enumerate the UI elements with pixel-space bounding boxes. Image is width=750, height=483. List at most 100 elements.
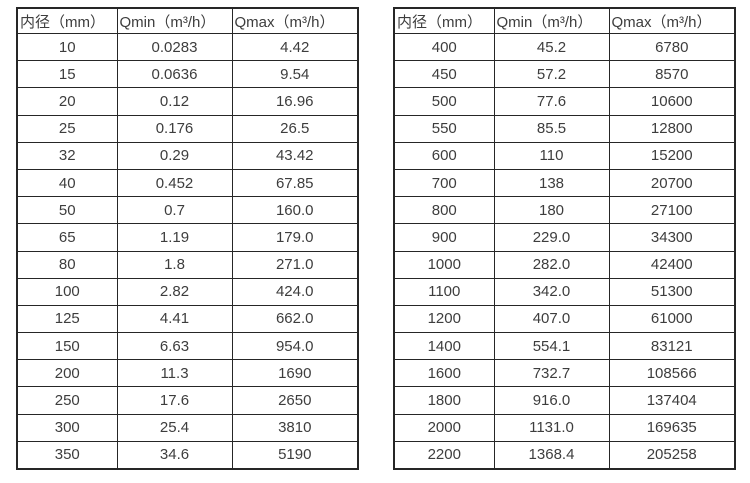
cell-qmax: 83121 [608,332,736,361]
cell-qmin: 282.0 [493,250,610,279]
table-row: 80 1.8 271.0 [16,250,359,279]
cell-qmin: 2.82 [116,277,233,306]
cell-diameter: 1100 [393,277,495,306]
table-row: 50 0.7 160.0 [16,196,359,225]
table-row: 32 0.29 43.42 [16,141,359,170]
table-row: 1100 342.0 51300 [393,277,736,306]
cell-diameter: 550 [393,114,495,143]
cell-qmax: 20700 [608,168,736,198]
cell-diameter: 300 [16,413,118,442]
cell-qmin: 1131.0 [493,413,610,442]
cell-qmin: 554.1 [493,332,610,361]
cell-qmin: 138 [493,168,610,198]
cell-qmin: 732.7 [493,359,610,388]
cell-qmax: 179.0 [231,223,359,252]
cell-diameter: 900 [393,223,495,252]
cell-qmax: 27100 [608,196,736,225]
table-row: 1800 916.0 137404 [393,386,736,415]
cell-qmin: 77.6 [493,87,610,116]
cell-qmax: 108566 [608,359,736,388]
cell-qmin: 11.3 [116,359,233,388]
cell-qmin: 57.2 [493,60,610,89]
table-row: 65 1.19 179.0 [16,223,359,252]
table-row: 550 85.5 12800 [393,114,736,143]
cell-diameter: 250 [16,386,118,415]
table-row: 2200 1368.4 205258 [393,440,736,470]
cell-qmax: 5190 [231,440,359,470]
cell-qmax: 10600 [608,87,736,116]
cell-qmax: 51300 [608,277,736,306]
cell-diameter: 100 [16,277,118,306]
cell-qmax: 1690 [231,359,359,388]
cell-diameter: 125 [16,304,118,334]
cell-qmin: 6.63 [116,332,233,361]
table-row: 2000 1131.0 169635 [393,413,736,442]
column-header-qmin: Qmin（m³/h） [493,7,610,34]
cell-diameter: 80 [16,250,118,279]
table-body-right: 400 45.2 6780 450 57.2 8570 500 77.6 10600 550 85.… [393,32,736,470]
cell-qmin: 0.29 [116,141,233,170]
cell-qmax: 3810 [231,413,359,442]
cell-diameter: 1200 [393,304,495,334]
table-row: 400 45.2 6780 [393,32,736,62]
cell-qmax: 2650 [231,386,359,415]
table-row: 500 77.6 10600 [393,87,736,116]
cell-qmin: 25.4 [116,413,233,442]
cell-qmin: 0.12 [116,87,233,116]
cell-qmin: 110 [493,141,610,170]
cell-qmin: 1.19 [116,223,233,252]
table-row: 900 229.0 34300 [393,223,736,252]
cell-diameter: 1600 [393,359,495,388]
cell-qmax: 12800 [608,114,736,143]
cell-qmax: 26.5 [231,114,359,143]
cell-qmax: 4.42 [231,32,359,62]
cell-qmin: 17.6 [116,386,233,415]
cell-diameter: 2200 [393,440,495,470]
cell-qmin: 1.8 [116,250,233,279]
cell-diameter: 1800 [393,386,495,415]
table-row: 800 180 27100 [393,196,736,225]
cell-diameter: 50 [16,196,118,225]
cell-diameter: 15 [16,60,118,89]
cell-qmin: 0.0636 [116,60,233,89]
cell-qmax: 8570 [608,60,736,89]
table-row: 600 110 15200 [393,141,736,170]
table-row: 125 4.41 662.0 [16,304,359,334]
cell-qmax: 15200 [608,141,736,170]
column-header-diameter: 内径（mm） [393,7,495,34]
table-body-left: 10 0.0283 4.42 15 0.0636 9.54 20 0.12 16.96 25 0.1… [16,32,359,470]
cell-diameter: 1400 [393,332,495,361]
cell-qmax: 169635 [608,413,736,442]
table-row: 100 2.82 424.0 [16,277,359,306]
table-row: 25 0.176 26.5 [16,114,359,143]
cell-qmax: 42400 [608,250,736,279]
cell-qmax: 34300 [608,223,736,252]
cell-qmin: 916.0 [493,386,610,415]
cell-qmin: 0.0283 [116,32,233,62]
cell-diameter: 1000 [393,250,495,279]
column-header-qmax: Qmax（m³/h） [608,7,736,34]
table-header-row-right: 内径（mm） Qmin（m³/h） Qmax（m³/h） [393,7,736,34]
cell-qmin: 229.0 [493,223,610,252]
table-row: 1400 554.1 83121 [393,332,736,361]
cell-diameter: 500 [393,87,495,116]
cell-qmin: 0.452 [116,168,233,198]
table-row: 1200 407.0 61000 [393,304,736,334]
cell-diameter: 25 [16,114,118,143]
cell-qmin: 0.7 [116,196,233,225]
table-row: 10 0.0283 4.42 [16,32,359,62]
table-row: 700 138 20700 [393,168,736,198]
cell-diameter: 400 [393,32,495,62]
cell-diameter: 350 [16,440,118,470]
table-row: 40 0.452 67.85 [16,168,359,198]
cell-qmax: 954.0 [231,332,359,361]
cell-qmax: 16.96 [231,87,359,116]
cell-qmax: 424.0 [231,277,359,306]
flow-spec-table-right: 内径（mm） Qmin（m³/h） Qmax（m³/h） 400 45.2 6780… [393,7,736,470]
column-header-diameter: 内径（mm） [16,7,118,34]
column-header-qmin: Qmin（m³/h） [116,7,233,34]
cell-diameter: 65 [16,223,118,252]
cell-qmin: 180 [493,196,610,225]
cell-qmax: 160.0 [231,196,359,225]
